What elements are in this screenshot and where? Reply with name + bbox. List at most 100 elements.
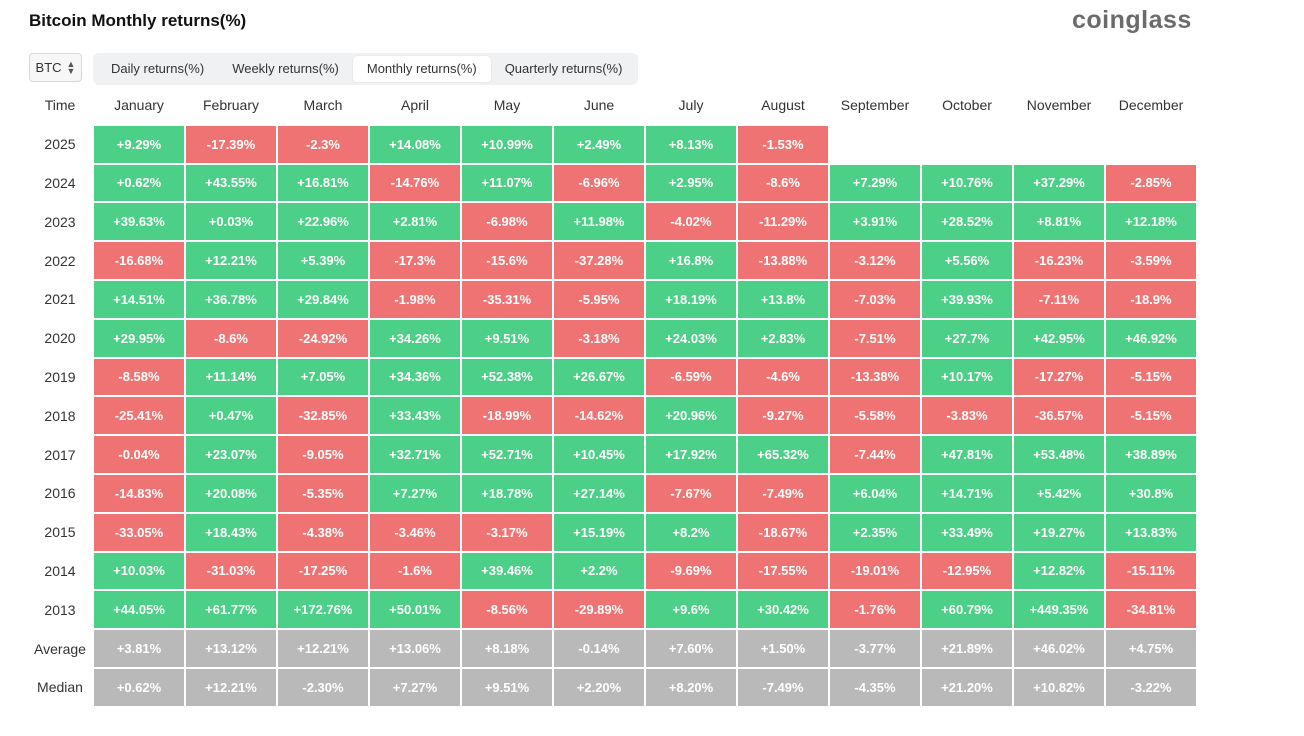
year-label: 2014 xyxy=(44,562,76,579)
return-cell: -17.39% xyxy=(186,125,276,163)
returns-table: Time January February March April May June July… xyxy=(28,87,1196,706)
return-cell: +30.8% xyxy=(1106,474,1196,512)
return-cell: -25.41% xyxy=(94,397,184,435)
return-cell: +20.96% xyxy=(646,397,736,435)
stat-cell: +0.62% xyxy=(94,668,184,706)
return-cell: +28.52% xyxy=(922,203,1012,241)
return-cell: -7.51% xyxy=(830,319,920,357)
return-cell: +39.46% xyxy=(462,552,552,590)
return-cell: -18.99% xyxy=(462,397,552,435)
column-header-month: July xyxy=(678,97,704,114)
stat-cell: +13.06% xyxy=(370,630,460,667)
return-cell: +10.17% xyxy=(922,358,1012,396)
return-cell: -11.29% xyxy=(738,203,828,241)
return-cell: +10.45% xyxy=(554,436,644,473)
return-cell: +14.71% xyxy=(922,474,1012,512)
return-cell: +9.6% xyxy=(646,591,736,629)
tab-monthly-returns[interactable]: Monthly returns(%) xyxy=(352,56,491,82)
return-cell: +2.35% xyxy=(830,513,920,551)
return-cell: +7.05% xyxy=(278,358,368,396)
return-cell: +16.81% xyxy=(278,164,368,202)
year-label: 2013 xyxy=(44,601,76,618)
return-cell: -7.44% xyxy=(830,436,920,473)
stat-cell: +8.18% xyxy=(462,630,552,667)
year-label: 2015 xyxy=(44,524,76,541)
return-cell: -18.67% xyxy=(738,513,828,551)
return-cell: -17.27% xyxy=(1014,358,1104,396)
return-cell: +0.47% xyxy=(186,397,276,435)
year-label: 2019 xyxy=(44,368,76,385)
stat-cell: +12.21% xyxy=(278,630,368,667)
chevron-up-down-icon: ▲ ▼ xyxy=(66,58,76,76)
return-cell: +15.19% xyxy=(554,513,644,551)
return-cell: +9.51% xyxy=(462,319,552,357)
stat-cell: -2.30% xyxy=(278,668,368,706)
tab-quarterly-returns[interactable]: Quarterly returns(%) xyxy=(504,61,623,76)
return-cell: +2.81% xyxy=(370,203,460,241)
return-cell: -3.83% xyxy=(922,397,1012,435)
return-cell: +44.05% xyxy=(94,591,184,629)
return-cell: +32.71% xyxy=(370,436,460,473)
year-label: 2018 xyxy=(44,407,76,424)
return-cell: -5.35% xyxy=(278,474,368,512)
year-label: 2025 xyxy=(44,136,76,153)
return-cell: +34.36% xyxy=(370,358,460,396)
return-cell: -8.56% xyxy=(462,591,552,629)
return-cell: +8.2% xyxy=(646,513,736,551)
stat-row-label: Average xyxy=(34,640,86,657)
tab-daily-returns[interactable]: Daily returns(%) xyxy=(111,61,205,76)
return-cell: +26.67% xyxy=(554,358,644,396)
return-cell: -35.31% xyxy=(462,280,552,318)
return-cell: +29.95% xyxy=(94,319,184,357)
return-cell: +33.49% xyxy=(922,513,1012,551)
return-cell: -4.6% xyxy=(738,358,828,396)
return-cell: +11.98% xyxy=(554,203,644,241)
year-label: 2017 xyxy=(44,446,76,463)
tab-weekly-returns[interactable]: Weekly returns(%) xyxy=(232,61,339,76)
page-title: Bitcoin Monthly returns(%) xyxy=(29,11,247,30)
return-cell: +38.89% xyxy=(1106,436,1196,473)
return-cell: +20.08% xyxy=(186,474,276,512)
return-cell: -15.6% xyxy=(462,242,552,279)
return-cell: +27.7% xyxy=(922,319,1012,357)
return-cell: -5.58% xyxy=(830,397,920,435)
stat-cell: +7.60% xyxy=(646,630,736,667)
return-cell: +46.92% xyxy=(1106,319,1196,357)
return-cell: +22.96% xyxy=(278,203,368,241)
return-cell: -9.69% xyxy=(646,552,736,590)
column-header-month: December xyxy=(1118,97,1184,114)
return-cell: +52.38% xyxy=(462,358,552,396)
return-cell: -5.95% xyxy=(554,280,644,318)
column-header-month: May xyxy=(493,97,521,114)
return-cell: -16.23% xyxy=(1014,242,1104,279)
return-cell: -3.59% xyxy=(1106,242,1196,279)
stat-cell: +3.81% xyxy=(94,630,184,667)
return-cell: -3.46% xyxy=(370,513,460,551)
coin-select[interactable]: BTC ▲ ▼ xyxy=(29,53,82,82)
return-cell: -2.3% xyxy=(278,125,368,163)
return-cell: +60.79% xyxy=(922,591,1012,629)
return-cell: +39.93% xyxy=(922,280,1012,318)
return-cell: -18.9% xyxy=(1106,280,1196,318)
return-cell: -7.03% xyxy=(830,280,920,318)
return-cell: +13.8% xyxy=(738,280,828,318)
year-label: 2022 xyxy=(44,252,76,269)
return-cell: +2.95% xyxy=(646,164,736,202)
return-cell: -17.55% xyxy=(738,552,828,590)
stat-cell: -3.77% xyxy=(830,630,920,667)
return-cell: +34.26% xyxy=(370,319,460,357)
stat-cell: +2.20% xyxy=(554,668,644,706)
return-cell: -9.27% xyxy=(738,397,828,435)
return-cell: -8.58% xyxy=(94,358,184,396)
return-cell: +16.8% xyxy=(646,242,736,279)
return-cell: +10.99% xyxy=(462,125,552,163)
return-cell: +11.07% xyxy=(462,164,552,202)
stat-cell: -7.49% xyxy=(738,668,828,706)
return-cell: +0.62% xyxy=(94,164,184,202)
return-cell: -5.15% xyxy=(1106,358,1196,396)
return-cell: -2.85% xyxy=(1106,164,1196,202)
return-cell: -37.28% xyxy=(554,242,644,279)
return-cell: -3.17% xyxy=(462,513,552,551)
column-header-month: November xyxy=(1026,97,1092,114)
return-cell: +65.32% xyxy=(738,436,828,473)
